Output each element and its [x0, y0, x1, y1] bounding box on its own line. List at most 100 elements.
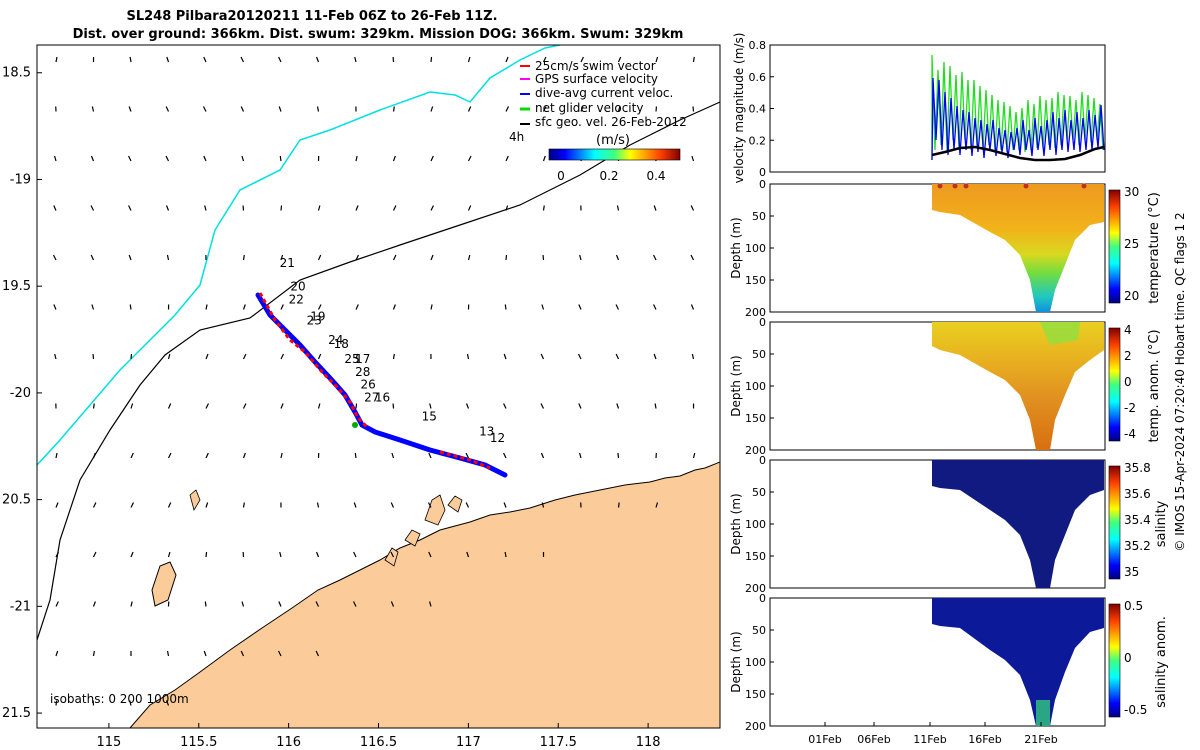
current-vector [466, 551, 470, 558]
current-vector [578, 452, 582, 459]
cbar-tick-label: 35.6 [1124, 487, 1151, 501]
salinity-colorbar [1108, 465, 1121, 580]
current-vector [240, 650, 245, 657]
cbar-tick-label: 2 [1124, 349, 1132, 363]
current-vector [615, 254, 620, 261]
map-xtick-label: 115.5 [180, 735, 217, 750]
current-vector [540, 403, 545, 409]
current-vector [129, 304, 132, 310]
current-vector [317, 205, 321, 211]
cbar-tick-label: -2 [1124, 401, 1136, 415]
cbar-tick-label: 35.4 [1124, 513, 1151, 527]
current-vector [692, 56, 695, 63]
map-ytick-label: -19 [10, 172, 31, 187]
colorbar-units: (m/s) [596, 133, 630, 148]
dive-label: 26 [361, 378, 376, 392]
cbar-tick-label: 35.2 [1124, 539, 1151, 553]
current-vector [90, 155, 95, 162]
current-vector [91, 106, 95, 112]
current-vector [616, 205, 620, 211]
current-vector [542, 155, 546, 162]
depth-tick-label: 100 [745, 518, 766, 531]
current-vector [430, 106, 434, 112]
current-vector [580, 56, 585, 63]
current-vector [467, 205, 472, 211]
current-vector [504, 304, 507, 310]
depth-tick-label: 50 [752, 348, 766, 361]
dive-label: 12 [490, 431, 505, 445]
current-vector [53, 304, 57, 310]
current-vector [52, 254, 57, 261]
current-vector [242, 403, 247, 409]
current-vector [204, 205, 207, 211]
velocity-ylabel: velocity magnitude (m/s) [732, 33, 746, 184]
current-vector [128, 205, 132, 211]
temp-anomaly-panel: temp. anom. (°C) [769, 321, 1162, 451]
surface-marker [963, 183, 969, 189]
dive-label: 16 [375, 390, 390, 404]
section-panels: temperature (°C) temp. anom. (°C) salini… [729, 178, 1169, 746]
current-vector [354, 452, 357, 459]
current-vector [92, 452, 96, 459]
current-vector [617, 502, 620, 508]
current-vector [280, 205, 283, 211]
surface-marker [1023, 183, 1029, 189]
colorbar-tick-1: 0.2 [599, 169, 618, 183]
current-vector [242, 304, 246, 310]
dive-label: 27 [364, 390, 379, 404]
current-vector [241, 155, 245, 162]
current-vector [353, 601, 357, 607]
current-vector [392, 205, 397, 211]
colorbar-tick-2: 0.4 [646, 169, 665, 183]
current-vector [355, 205, 359, 211]
current-vector [505, 106, 510, 112]
current-vector [690, 304, 695, 310]
cbar-tick-label: 35 [1124, 565, 1139, 579]
current-vector [280, 452, 283, 459]
current-vector [578, 304, 582, 310]
current-vector [503, 502, 507, 508]
current-vector [204, 601, 207, 607]
current-vector [465, 502, 470, 508]
current-vector [542, 56, 547, 63]
current-vector [467, 56, 471, 63]
surface-marker [937, 183, 943, 189]
current-vector [203, 56, 207, 63]
current-vector [92, 403, 95, 409]
cbar-tick-label: 20 [1124, 289, 1139, 303]
current-vector [579, 254, 582, 261]
surface-marker [1081, 183, 1087, 189]
dive-label: 22 [289, 292, 304, 306]
current-vector [130, 403, 134, 409]
temp-anomaly-cbar-label: temp. anom. (°C) [1147, 329, 1162, 442]
current-vector [391, 452, 395, 459]
temperature-field [932, 184, 1104, 312]
map-ytick-label: 18.5 [2, 66, 31, 81]
velocity-ytick-label: 0.2 [749, 134, 767, 147]
current-vector [615, 304, 620, 310]
depth-tick-label: 0 [759, 454, 766, 467]
dive-label: 24 [328, 333, 343, 347]
current-vector [166, 650, 170, 657]
current-vector [467, 106, 472, 112]
current-vector [280, 353, 285, 360]
isobath-200m [37, 101, 720, 641]
dive-label: 13 [479, 425, 494, 439]
cbar-tick-label: 0.5 [1124, 599, 1143, 613]
current-vector [205, 452, 209, 459]
current-vector [165, 155, 170, 162]
salinity-anomaly-cbar-label: salinity anom. [1154, 616, 1169, 708]
current-vector [90, 254, 95, 261]
map-ytick-label: 21.5 [2, 706, 31, 721]
map-xtick-label: 118 [636, 735, 661, 750]
current-vector [128, 254, 132, 261]
current-vector [427, 502, 432, 508]
current-vector [130, 551, 134, 558]
cbar-tick-label: 25 [1124, 237, 1139, 251]
depth-tick-label: 200 [745, 444, 766, 457]
dive-label: 15 [422, 410, 437, 424]
current-vector [92, 551, 97, 558]
current-vector [355, 155, 358, 162]
depth-tick-label: 50 [752, 210, 766, 223]
cbar-tick-label: 0 [1124, 651, 1132, 665]
